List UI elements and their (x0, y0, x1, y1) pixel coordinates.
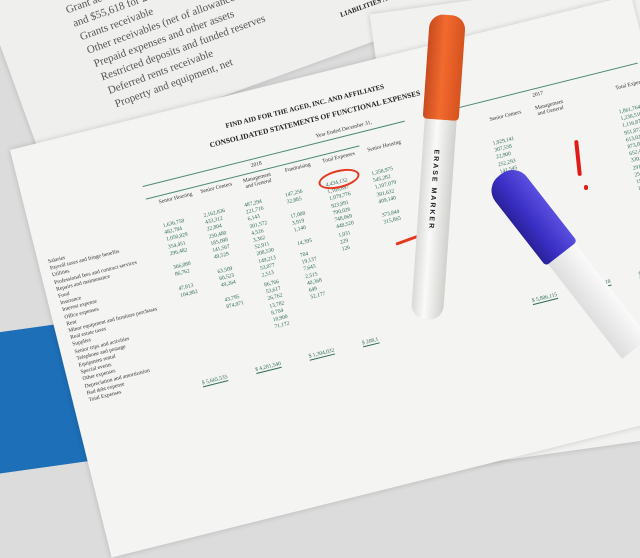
year-2018: 2018 (250, 160, 263, 170)
column-header: Fundraising (284, 161, 312, 174)
cell-value: 1,140 (293, 224, 307, 234)
orange-marker-cap (422, 13, 466, 121)
total-value: $ 5,665,535 (201, 374, 229, 388)
total-value: $ 208,1 (361, 336, 380, 348)
column-header: Total Expenses (321, 150, 356, 165)
cell-value: 2,513 (261, 269, 275, 279)
marker-label: ERASE MARKER (426, 149, 440, 231)
column-header: Senior Housing (158, 191, 194, 206)
column-header: Senior Centers (488, 109, 523, 123)
total-value: $ 1,304,032 (308, 347, 336, 362)
cell-value: 126 (341, 245, 351, 253)
red-dot (584, 185, 588, 190)
cell-value: 14,395 (296, 238, 313, 248)
column-header: Senior Housing (366, 139, 402, 154)
column-header: Total Expenses (614, 77, 640, 92)
year-2017: 2017 (531, 90, 544, 99)
column-header: Senior Centers (199, 181, 233, 196)
column-header: Management and General (534, 98, 565, 118)
total-value: $ 4,281,540 (254, 360, 282, 375)
total-value: $ 5,806,115 (531, 292, 559, 306)
